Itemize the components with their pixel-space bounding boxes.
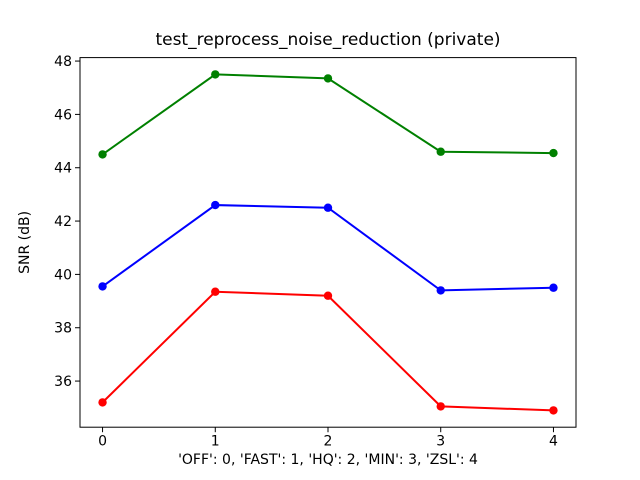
x-tick-label: 4 (549, 434, 558, 450)
data-point-green (436, 147, 445, 156)
data-point-blue (436, 286, 445, 295)
data-point-red (549, 406, 558, 415)
x-tick-label: 2 (324, 434, 333, 450)
y-axis-label: SNR (dB) (17, 211, 33, 274)
x-tick-label: 0 (98, 434, 107, 450)
y-tick-label: 46 (54, 107, 72, 123)
data-point-red (323, 291, 333, 300)
x-tick-label: 3 (436, 434, 445, 450)
y-tick-label: 38 (54, 321, 72, 337)
y-tick-label: 36 (54, 374, 72, 390)
y-tick-label: 48 (54, 54, 72, 70)
data-point-green (323, 74, 333, 83)
data-point-green (98, 150, 107, 159)
data-point-green (211, 70, 220, 79)
data-point-red (211, 287, 220, 296)
x-tick-label: 1 (211, 434, 220, 450)
series-line-blue (101, 204, 554, 292)
data-point-blue (98, 282, 107, 291)
y-tick-label: 42 (54, 214, 72, 230)
data-point-red (98, 398, 107, 407)
series-line-green (101, 73, 554, 156)
y-tick-label: 44 (54, 161, 72, 177)
data-point-blue (549, 283, 558, 292)
series-line-red (101, 290, 554, 412)
data-point-blue (323, 203, 333, 212)
data-point-green (549, 148, 558, 158)
x-axis-label: 'OFF': 0, 'FAST': 1, 'HQ': 2, 'MIN': 3, … (178, 452, 478, 468)
data-point-red (436, 402, 445, 411)
data-point-blue (211, 200, 220, 210)
chart-title: test_reprocess_noise_reduction (private) (155, 30, 500, 50)
y-tick-label: 40 (54, 267, 72, 283)
plot-border (79, 57, 577, 428)
